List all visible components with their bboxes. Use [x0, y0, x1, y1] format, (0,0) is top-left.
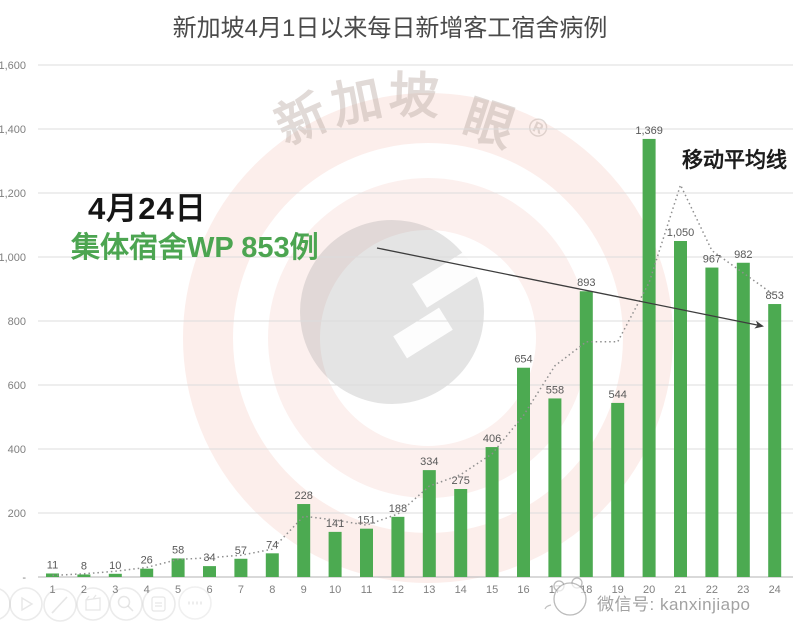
- x-axis-tick-label: 20: [643, 584, 655, 596]
- x-axis-tick-label: 1: [49, 584, 55, 596]
- annotation-headline: 集体宿舍WP 853例: [71, 232, 319, 264]
- annotation-date: 4月24日: [88, 191, 207, 226]
- y-axis-tick-label: 200: [8, 508, 26, 520]
- bar-day-10: [328, 531, 342, 577]
- bar-day-2: [77, 574, 91, 577]
- chart-title: 新加坡4月1日以来每日新增客工宿舍病例: [172, 15, 608, 42]
- moving-average-line: [52, 182, 776, 577]
- wechat-watermark: 微信号: kanxinjiapo: [543, 575, 751, 621]
- bar-value-label: 57: [235, 545, 247, 557]
- bar-day-4: [140, 568, 154, 577]
- bar-day-11: [360, 528, 373, 577]
- bar-value-label: 11: [47, 559, 58, 571]
- bar-day-21: [674, 241, 687, 577]
- y-axis-tick-label: 1,200: [0, 188, 26, 200]
- bar-value-label: 967: [703, 254, 721, 266]
- bar-day-24: [768, 304, 782, 577]
- x-axis-tick-label: 13: [423, 584, 435, 596]
- x-axis-tick-label: 3: [112, 584, 118, 596]
- bar-value-label: 188: [389, 503, 407, 515]
- bar-value-label: 334: [420, 456, 438, 468]
- bar-day-6: [203, 566, 216, 577]
- y-axis-tick-label: 600: [8, 380, 26, 392]
- bar-day-23: [736, 262, 750, 577]
- bar-day-15: [485, 447, 499, 577]
- bar-day-8: [265, 553, 279, 577]
- x-axis-tick-label: 2: [81, 584, 87, 596]
- bar-day-19: [611, 402, 625, 577]
- y-axis-tick-label: 800: [8, 316, 26, 328]
- panda-logo-icon: [544, 577, 587, 616]
- bar-value-label: 58: [172, 544, 184, 556]
- clapper-icon[interactable]: [76, 587, 110, 621]
- bar-value-label: 1,369: [635, 125, 663, 137]
- x-axis-tick-label: 16: [517, 584, 529, 596]
- play-icon[interactable]: [9, 587, 43, 621]
- y-axis-tick-label: -: [22, 572, 26, 584]
- bar-day-13: [422, 470, 436, 577]
- bar-value-label: 1,050: [667, 227, 695, 239]
- y-axis-tick-label: 1,600: [0, 60, 26, 72]
- bar-value-label: 8: [81, 560, 87, 572]
- x-axis-tick-label: 10: [329, 584, 341, 596]
- x-axis-tick-label: 7: [238, 584, 244, 596]
- bar-value-label: 74: [266, 539, 278, 551]
- pencil-icon[interactable]: [43, 588, 77, 622]
- bar-day-12: [391, 516, 405, 577]
- bar-value-label: 275: [452, 475, 470, 487]
- x-axis-tick-label: 14: [455, 584, 467, 596]
- x-axis-tick-label: 6: [206, 584, 212, 596]
- x-axis-tick-label: 12: [392, 584, 404, 596]
- bar-day-5: [171, 558, 185, 577]
- bar-value-label: 406: [483, 433, 501, 445]
- x-axis-tick-label: 24: [769, 584, 781, 596]
- x-axis-tick-label: 15: [486, 584, 498, 596]
- partial-circle-icon[interactable]: [0, 588, 11, 620]
- more-icon[interactable]: [178, 586, 212, 620]
- x-axis-tick-label: 19: [612, 584, 624, 596]
- x-axis-tick-label: 21: [674, 584, 686, 596]
- bar-value-label: 141: [326, 518, 344, 530]
- bar-value-label: 26: [141, 555, 153, 567]
- bar-value-label: 982: [734, 249, 752, 261]
- x-axis-tick-label: 23: [737, 584, 749, 596]
- viewer-toolbar: [0, 586, 212, 622]
- bar-day-20: [642, 138, 656, 578]
- x-axis-tick-label: 5: [175, 584, 181, 596]
- bar-value-label: 558: [546, 384, 564, 396]
- bar-day-16: [517, 367, 530, 577]
- x-axis-tick-label: 8: [269, 584, 275, 596]
- bar-value-label: 151: [357, 515, 375, 527]
- bar-value-label: 853: [766, 290, 784, 302]
- bar-day-22: [705, 267, 719, 577]
- y-axis-tick-label: 1,400: [0, 124, 26, 136]
- x-axis-tick-label: 11: [361, 584, 372, 596]
- bar-value-label: 654: [514, 354, 532, 366]
- bar-day-7: [234, 558, 248, 577]
- bar-value-label: 10: [109, 560, 121, 572]
- y-axis-tick-label: 1,000: [0, 252, 26, 264]
- moving-average-label: 移动平均线: [682, 149, 787, 172]
- bar-value-label: 893: [577, 277, 595, 289]
- magnifier-icon[interactable]: [109, 587, 143, 621]
- x-axis-tick-label: 4: [144, 584, 150, 596]
- document-icon[interactable]: [142, 587, 176, 621]
- bar-day-17: [548, 398, 562, 577]
- x-axis-tick-label: 22: [706, 584, 718, 596]
- bar-day-18: [579, 291, 593, 577]
- wechat-id-text: 微信号: kanxinjiapo: [597, 594, 751, 614]
- x-axis-tick-label: 9: [301, 584, 307, 596]
- bar-day-9: [297, 504, 311, 577]
- bar-value-label: 544: [609, 389, 627, 401]
- bar-value-label: 228: [295, 490, 313, 502]
- y-axis-tick-label: 400: [8, 444, 26, 456]
- bar-day-14: [454, 489, 468, 577]
- bar-day-3: [108, 573, 122, 577]
